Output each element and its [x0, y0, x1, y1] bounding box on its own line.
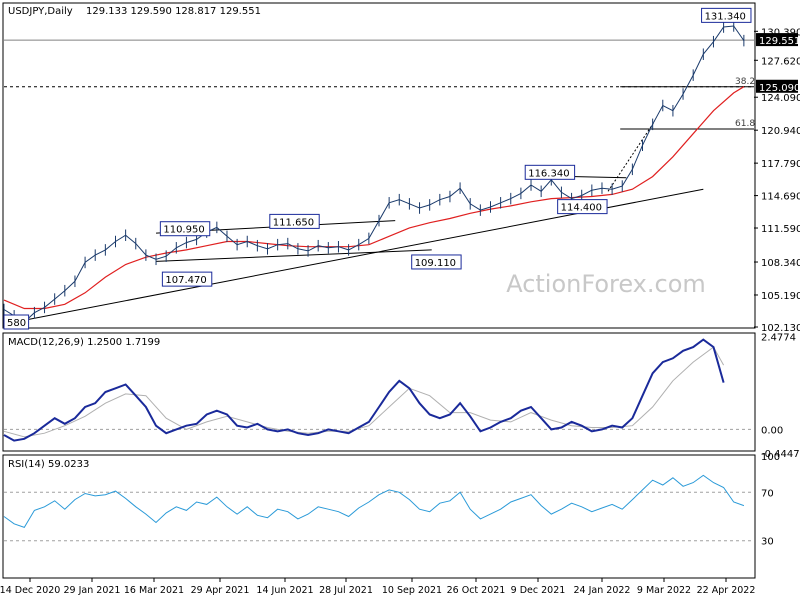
- x-tick-label: 29 Apr 2021: [191, 585, 250, 596]
- macd-y-tick-label: 0.00: [761, 425, 783, 436]
- macd-panel-frame: [2, 332, 756, 452]
- x-tick-label: 16 Mar 2021: [124, 585, 184, 596]
- fib-level-box: [756, 79, 798, 93]
- price-y-tick-label: 111.590: [761, 224, 800, 235]
- price-annotation-label-box: [159, 221, 211, 237]
- x-tick-label: 22 Apr 2022: [697, 585, 756, 596]
- rsi-title: RSI(14) 59.0233: [8, 459, 89, 470]
- price-y-tick-label: 124.090: [761, 93, 800, 104]
- price-y-tick-label: 105.190: [761, 291, 800, 302]
- price-annotation-label: 110.950: [163, 225, 204, 236]
- x-axis: 14 Dec 2020 29 Jan 2021 16 Mar 2021 29 Apr …: [0, 578, 755, 596]
- watermark: ActionForex.com: [506, 270, 706, 298]
- price-annotation-label: 116.340: [528, 168, 569, 179]
- price-y-tick-label: 108.340: [761, 258, 800, 269]
- price-y-tick-label: 117.790: [761, 159, 800, 170]
- rsi-y-tick-label: 30: [761, 537, 774, 548]
- x-tick-label: 9 Mar 2022: [637, 585, 691, 596]
- price-y-tick-label: 102.130: [761, 323, 800, 334]
- ema-line: [3, 86, 745, 310]
- price-annotation-label-box: [161, 271, 213, 287]
- rsi-panel-frame: [2, 454, 756, 579]
- price-y-tick-label: 127.620: [761, 56, 800, 67]
- price-annotation-label-box: [557, 199, 608, 215]
- macd-layer: MACD(12,26,9) 1.2500 1.7199 2.4774 0.00 -0.…: [3, 333, 800, 460]
- chart-header-symbol: USDJPY,Daily: [8, 6, 73, 17]
- x-tick-label: 28 Jul 2021: [319, 585, 373, 596]
- macd-y-tick-label: -0.4447: [761, 449, 800, 460]
- rsi-layer: RSI(14) 59.0233 100 70 30: [3, 452, 780, 548]
- current-price-label: 129.551: [759, 36, 800, 47]
- price-y-tick-label: 114.690: [761, 192, 800, 203]
- x-tick-label: 14 Dec 2020: [0, 585, 60, 596]
- price-annotation-label-box: [524, 164, 576, 180]
- price-panel-frame: [2, 2, 756, 329]
- price-annotation-label: 107.470: [165, 275, 206, 286]
- price-y-tick-label: 130.390: [761, 27, 800, 38]
- price-annotation-label: 580: [7, 318, 26, 329]
- price-annotation-label-box: [269, 213, 320, 229]
- price-annotation-label-box: [411, 254, 462, 270]
- price-annotation-label: 109.110: [415, 258, 456, 269]
- x-tick-label: 24 Jan 2022: [574, 585, 631, 596]
- price-annotation-label: 114.400: [561, 203, 602, 214]
- price-line: [3, 25, 745, 323]
- chart-header-ohlc: 129.133 129.590 128.817 129.551: [86, 6, 261, 17]
- fib-level-text: 38.2: [735, 77, 755, 87]
- current-price-box: [756, 33, 798, 47]
- x-tick-label: 29 Jan 2021: [64, 585, 121, 596]
- rsi-y-tick-label: 70: [761, 488, 774, 499]
- fib-level-text: 61.8: [735, 119, 755, 129]
- x-tick-label: 10 Sep 2021: [382, 585, 442, 596]
- x-tick-label: 14 Jun 2021: [256, 585, 313, 596]
- price-y-tick-label: 120.940: [761, 126, 800, 137]
- rsi-y-tick-label: 100: [761, 452, 780, 463]
- macd-title: MACD(12,26,9) 1.2500 1.7199: [8, 337, 160, 348]
- price-annotation-label-box: [3, 314, 30, 330]
- fib-level-label: 125.090: [759, 83, 800, 94]
- price-annotation-label-box: [701, 7, 752, 23]
- x-tick-label: 26 Oct 2021: [447, 585, 506, 596]
- x-tick-label: 9 Dec 2021: [511, 585, 566, 596]
- trendline: [607, 120, 656, 192]
- price-annotation-label: 131.340: [705, 11, 746, 22]
- price-layer: 130.390 127.620 124.090 120.940 117.790 114.6…: [3, 7, 800, 334]
- price-annotation-label: 111.650: [273, 217, 314, 228]
- rsi-line: [3, 474, 745, 529]
- macd-line: [3, 338, 725, 442]
- macd-y-tick-label: 2.4774: [761, 333, 796, 344]
- trendline: [156, 249, 432, 262]
- macd-signal-line: [3, 346, 725, 438]
